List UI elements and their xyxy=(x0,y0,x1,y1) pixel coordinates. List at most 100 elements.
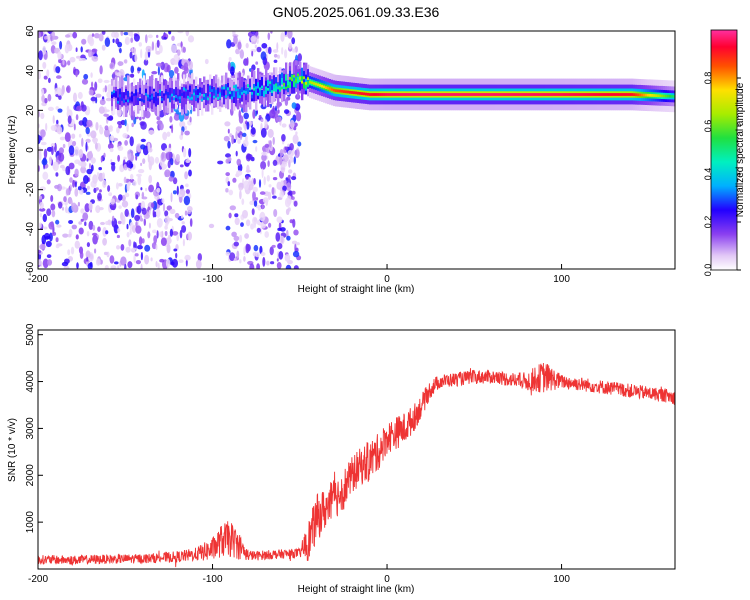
ridge-cell xyxy=(289,81,292,88)
heatmap-cell xyxy=(242,139,249,147)
x-tick-label: 100 xyxy=(553,574,570,585)
heatmap-cell xyxy=(176,234,179,242)
ridge-cell xyxy=(189,97,192,101)
ridge-cell xyxy=(487,93,490,96)
y-tick-label: 4000 xyxy=(25,370,36,393)
ridge-cell xyxy=(123,92,126,99)
heatmap-cell xyxy=(135,221,138,227)
heatmap-cell xyxy=(39,201,44,210)
heatmap-cell xyxy=(248,176,251,185)
heatmap-cell xyxy=(268,46,272,55)
y-tick-label: -20 xyxy=(25,182,36,197)
heatmap-cell xyxy=(80,166,87,174)
heatmap-cell xyxy=(284,98,289,106)
heatmap-cell xyxy=(114,261,119,265)
heatmap-cell xyxy=(217,160,224,165)
heatmap-cell xyxy=(91,48,98,53)
ridge-cell xyxy=(151,86,154,99)
heatmap-cell xyxy=(155,208,161,218)
ridge-cell xyxy=(649,93,652,97)
ridge-cell xyxy=(513,93,516,96)
ridge-cell xyxy=(273,88,276,92)
heatmap-cell xyxy=(143,218,146,226)
heatmap-cell xyxy=(271,187,275,195)
heatmap-cell xyxy=(287,174,291,180)
heatmap-cell xyxy=(229,252,236,261)
heatmap-cell xyxy=(270,31,273,34)
ridge-cell xyxy=(427,93,430,96)
y-tick-label: 1000 xyxy=(25,511,36,534)
ridge-cell xyxy=(225,87,228,100)
heatmap-cell xyxy=(129,228,132,235)
heatmap-cell xyxy=(48,221,55,230)
heatmap-cell xyxy=(130,73,135,78)
heatmap-cell xyxy=(278,251,284,260)
ridge-cell xyxy=(433,93,436,96)
heatmap-cell xyxy=(234,213,239,218)
heatmap-cell xyxy=(155,244,158,251)
ridge-cell xyxy=(213,87,216,94)
ridge-cell xyxy=(243,86,246,93)
ridge-cell xyxy=(527,93,530,96)
heatmap-cell xyxy=(100,221,105,226)
ridge-cell xyxy=(277,86,280,90)
ridge-cell xyxy=(359,92,362,95)
ridge-cell xyxy=(161,98,164,101)
ridge-cell xyxy=(147,94,150,98)
heatmap-cell xyxy=(280,32,285,42)
heatmap-cell xyxy=(109,255,115,264)
heatmap-cell xyxy=(239,134,243,141)
heatmap-cell xyxy=(140,162,143,167)
ridge-cell xyxy=(115,91,118,98)
heatmap-cell xyxy=(182,238,185,247)
ridge-cell xyxy=(213,95,216,99)
heatmap-cell xyxy=(98,106,105,114)
heatmap-cell xyxy=(78,149,84,159)
heatmap-cell xyxy=(57,108,63,113)
ridge-cell xyxy=(291,78,294,82)
ridge-cell xyxy=(251,92,254,99)
heatmap-cell xyxy=(78,133,82,138)
ridge-cell xyxy=(369,93,372,96)
ridge-cell xyxy=(207,97,210,101)
heatmap-cell xyxy=(236,250,240,259)
ridge-cell xyxy=(257,82,260,89)
heatmap-cell xyxy=(256,35,260,39)
heatmap-cell xyxy=(61,261,69,267)
heatmap-cell xyxy=(124,140,128,146)
heatmap-cell xyxy=(267,191,272,200)
heatmap-cell xyxy=(85,191,91,195)
heatmap-cell xyxy=(169,208,176,214)
heatmap-cell xyxy=(151,71,158,75)
ridge-cell xyxy=(365,92,368,96)
heatmap-cell xyxy=(173,113,180,121)
heatmap-cell xyxy=(131,46,134,53)
heatmap-cell xyxy=(291,37,296,45)
ridge-cell xyxy=(241,76,244,97)
ridge-cell xyxy=(449,93,452,96)
heatmap-cell xyxy=(66,85,71,94)
heatmap-cell xyxy=(297,53,302,62)
ridge-cell xyxy=(367,92,370,96)
ridge-cell xyxy=(547,93,550,96)
heatmap-cell xyxy=(99,126,104,135)
heatmap-cell xyxy=(120,244,125,251)
heatmap-cell xyxy=(89,163,91,169)
ridge-cell xyxy=(157,93,160,96)
heatmap-cell xyxy=(224,121,231,127)
ridge-cell xyxy=(149,86,152,99)
heatmap-cell xyxy=(276,42,279,51)
x-tick-label: 100 xyxy=(553,274,570,285)
heatmap-cell xyxy=(277,227,282,231)
heatmap-cell xyxy=(245,243,250,254)
heatmap-cell xyxy=(90,157,96,164)
heatmap-cell xyxy=(264,119,268,129)
heatmap-cell xyxy=(99,65,103,75)
heatmap-cell xyxy=(182,147,187,158)
ridge-cell xyxy=(467,93,470,96)
heatmap-cell xyxy=(244,233,250,239)
heatmap-cell xyxy=(111,215,115,222)
ridge-cell xyxy=(217,97,220,100)
heatmap-cell xyxy=(170,157,174,166)
heatmap-cell xyxy=(101,44,106,51)
